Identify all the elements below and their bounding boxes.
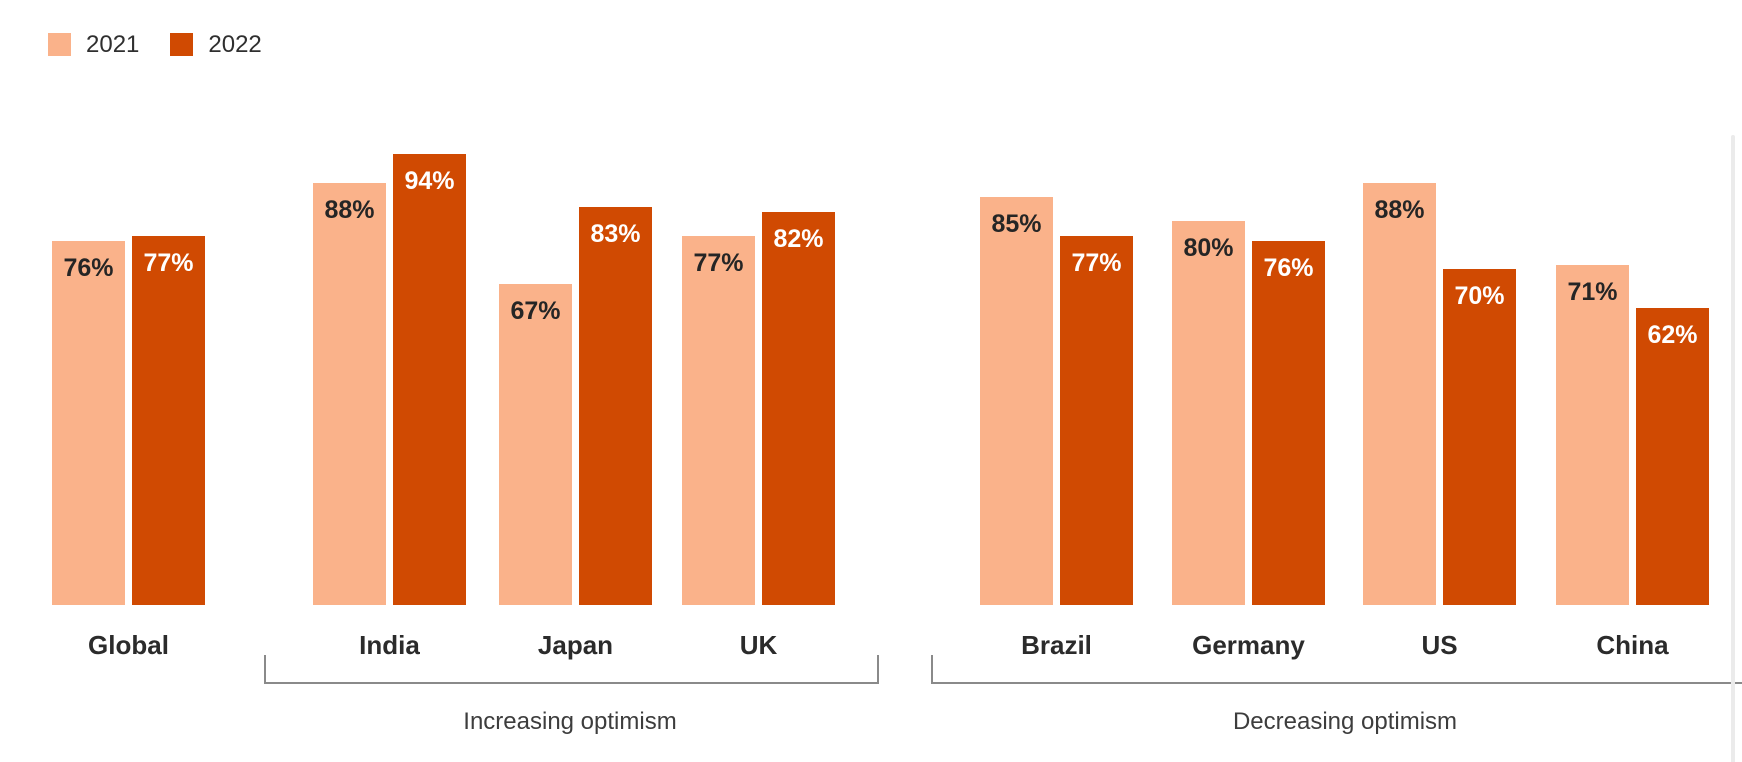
value-label-2021-germany: 80% [1183, 234, 1234, 262]
bar-2021-us: 88% [1363, 183, 1436, 605]
legend: 2021 2022 [48, 31, 262, 58]
value-label-2021-us: 88% [1374, 196, 1425, 224]
category-label-global: Global [88, 630, 169, 660]
bar-2021-germany: 80% [1172, 221, 1245, 605]
bar-2022-china: 62% [1636, 308, 1709, 605]
category-label-uk: UK [739, 630, 778, 660]
category-label-japan: Japan [537, 630, 614, 660]
category-label-india: India [359, 630, 420, 660]
bracket-decreasing-optimism [931, 655, 1742, 684]
bar-2021-global: 76% [52, 241, 125, 605]
legend-swatch-2022 [170, 33, 194, 56]
bar-2021-japan: 67% [499, 284, 572, 605]
value-label-2021-india: 88% [324, 196, 375, 224]
bar-2022-global: 77% [132, 236, 205, 605]
bar-2021-china: 71% [1556, 265, 1629, 605]
value-label-2021-japan: 67% [510, 297, 561, 325]
value-label-2021-global: 76% [63, 254, 114, 282]
bar-2022-germany: 76% [1252, 241, 1325, 605]
legend-label-2021: 2021 [86, 31, 140, 58]
value-label-2022-india: 94% [404, 167, 455, 195]
value-label-2021-uk: 77% [693, 249, 744, 277]
bar-2021-uk: 77% [682, 236, 755, 605]
legend-label-2022: 2022 [208, 31, 262, 58]
category-label-brazil: Brazil [1021, 630, 1092, 660]
category-label-germany: Germany [1192, 630, 1305, 660]
value-label-2022-uk: 82% [773, 225, 824, 253]
value-label-2022-china: 62% [1647, 321, 1698, 349]
bar-2022-us: 70% [1443, 269, 1516, 605]
value-label-2022-japan: 83% [590, 220, 641, 248]
value-label-2022-global: 77% [143, 249, 194, 277]
bracket-increasing-optimism [264, 655, 879, 684]
category-label-china: China [1596, 630, 1669, 660]
value-label-2021-brazil: 85% [991, 210, 1042, 238]
annotation-decreasing-optimism: Decreasing optimism [1232, 708, 1458, 735]
value-label-2021-china: 71% [1567, 278, 1618, 306]
card-edge-rule [1731, 135, 1735, 762]
bar-2021-india: 88% [313, 183, 386, 605]
annotation-increasing-optimism: Increasing optimism [463, 708, 677, 735]
legend-swatch-2021 [48, 33, 71, 56]
legend-item-2022: 2022 [170, 31, 262, 58]
bar-2022-brazil: 77% [1060, 236, 1133, 605]
bar-2022-japan: 83% [579, 207, 652, 605]
category-label-us: US [1421, 630, 1458, 660]
bar-2022-uk: 82% [762, 212, 835, 605]
bar-2021-brazil: 85% [980, 197, 1053, 605]
bar-2022-india: 94% [393, 154, 466, 605]
value-label-2022-germany: 76% [1263, 254, 1314, 282]
value-label-2022-us: 70% [1454, 282, 1505, 310]
value-label-2022-brazil: 77% [1071, 249, 1122, 277]
legend-item-2021: 2021 [48, 31, 140, 58]
